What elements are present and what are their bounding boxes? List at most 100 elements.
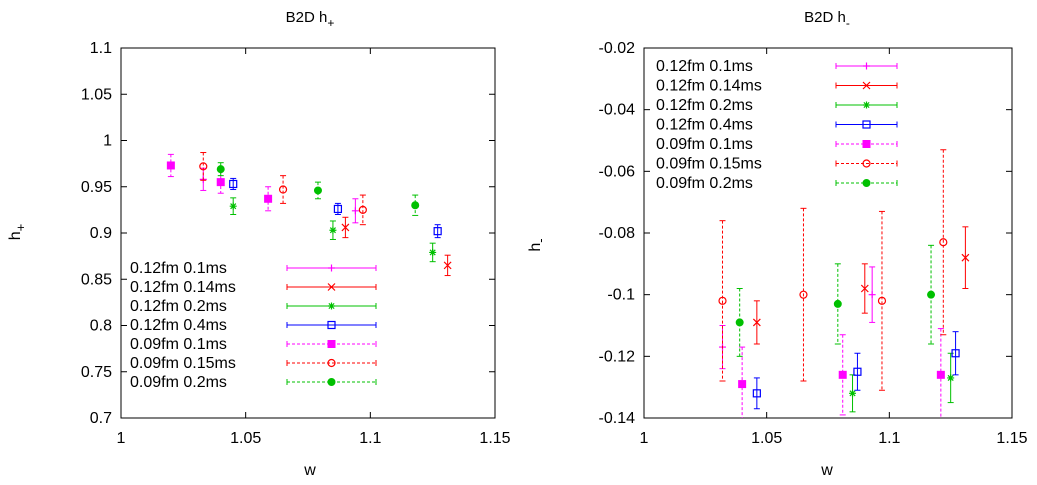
y-axis-label-main: h: [7, 231, 24, 240]
chart-h-minus: B2D h-wh-1 1.05 1.1 1.15-0.14-0.12-0.1-0.08…: [527, 9, 1028, 479]
data-point: [961, 253, 970, 262]
data-point: [411, 201, 420, 210]
legend-marker: [863, 101, 870, 109]
legend-marker: [327, 340, 336, 348]
chart-title-sub: +: [327, 16, 334, 30]
legend-marker: [862, 140, 871, 148]
series-1: [341, 216, 452, 277]
x-axis-label: w: [303, 462, 316, 479]
legend-label: 0.12fm 0.2ms: [656, 97, 753, 114]
data-point: [333, 204, 343, 214]
y-tick-label: 0.8: [90, 318, 112, 335]
legend-label: 0.09fm 0.2ms: [130, 374, 227, 391]
legend-marker: [327, 378, 336, 386]
legend-marker: [328, 264, 335, 272]
data-point: [199, 162, 208, 171]
data-point: [429, 248, 437, 256]
data-point: [936, 370, 945, 379]
legend-label: 0.12fm 0.2ms: [130, 298, 227, 315]
legend: 0.12fm 0.1ms 0.12fm 0.14ms 0.12fm 0.2ms 0.1…: [656, 58, 898, 192]
legend-marker: [862, 159, 871, 168]
y-axis-label: h-: [527, 238, 548, 251]
x-tick-label: 1.05: [230, 430, 261, 447]
chart-title-main: B2D h: [804, 9, 846, 26]
chart-title-main: B2D h: [286, 9, 328, 26]
y-tick-label: 0.75: [81, 364, 112, 381]
x-tick-label: 1.15: [479, 430, 510, 447]
y-tick-label: 1.1: [90, 40, 112, 57]
data-point: [951, 349, 960, 358]
y-tick-label: 1.05: [81, 86, 112, 103]
y-tick-label: 0.85: [81, 271, 112, 288]
series-1: [752, 226, 970, 345]
y-tick-label: 0.9: [90, 225, 112, 242]
y-tick-label: -0.06: [599, 163, 636, 180]
legend-label: 0.12fm 0.14ms: [656, 78, 762, 95]
data-point: [329, 226, 337, 234]
y-tick-label: 0.95: [81, 179, 112, 196]
series-5: [199, 152, 367, 226]
y-axis-label-main: h: [527, 243, 544, 252]
legend-label: 0.09fm 0.15ms: [656, 156, 762, 173]
data-point: [752, 318, 761, 327]
data-point: [860, 284, 869, 293]
legend-label: 0.09fm 0.15ms: [130, 355, 236, 372]
data-point: [752, 389, 761, 398]
data-point: [433, 227, 442, 236]
data-point: [868, 291, 876, 299]
data-point: [166, 161, 175, 170]
y-axis-label-sub: +: [13, 224, 28, 232]
data-point: [278, 185, 288, 194]
legend-marker: [328, 302, 335, 310]
y-axis-label-sub: -: [533, 238, 548, 242]
data-point: [947, 374, 955, 382]
y-tick-label: 1: [103, 133, 112, 150]
data-point: [735, 318, 744, 327]
series-4: [738, 328, 945, 418]
legend-label: 0.12fm 0.14ms: [130, 279, 236, 296]
series-2: [849, 352, 955, 413]
series-5: [718, 149, 948, 391]
data-point: [927, 290, 936, 299]
legend-marker: [863, 62, 870, 70]
data-point: [229, 202, 237, 210]
x-tick-label: 1.15: [996, 430, 1027, 447]
data-point: [358, 205, 367, 214]
legend-marker: [327, 283, 336, 291]
legend-label: 0.09fm 0.1ms: [656, 136, 753, 153]
legend-label: 0.09fm 0.2ms: [656, 175, 753, 192]
chart-title: B2D h+: [286, 9, 335, 30]
x-tick-label: 1.1: [359, 430, 381, 447]
y-tick-label: -0.14: [599, 410, 636, 427]
data-point: [229, 179, 238, 189]
data-point: [838, 370, 847, 379]
data-point: [939, 238, 948, 247]
data-point: [313, 186, 322, 195]
y-tick-label: 0.7: [90, 410, 112, 427]
series-2: [229, 197, 437, 263]
legend-label: 0.12fm 0.1ms: [656, 58, 753, 75]
data-point: [718, 296, 727, 305]
chart-h-plus: B2D h+wh+1 1.05 1.1 1.150.70.750.80.850.90.…: [7, 9, 511, 479]
x-tick-label: 1: [640, 430, 649, 447]
legend: 0.12fm 0.1ms 0.12fm 0.14ms 0.12fm 0.2ms 0.1…: [130, 260, 377, 391]
data-point: [216, 165, 225, 174]
series-6: [735, 244, 936, 357]
x-tick-label: 1: [117, 430, 126, 447]
series-3: [752, 331, 960, 410]
y-tick-label: -0.08: [599, 225, 636, 242]
legend-marker: [862, 120, 871, 129]
x-tick-label: 1.1: [878, 430, 900, 447]
y-tick-label: -0.02: [599, 40, 636, 57]
y-tick-label: -0.12: [599, 348, 636, 365]
legend-label: 0.12fm 0.4ms: [130, 317, 227, 334]
x-tick-label: 1.05: [751, 430, 782, 447]
legend-label: 0.09fm 0.1ms: [130, 336, 227, 353]
legend-marker: [862, 179, 871, 187]
y-tick-label: -0.1: [607, 287, 635, 304]
data-point: [351, 207, 359, 215]
data-point: [443, 261, 452, 270]
data-point: [877, 296, 887, 305]
data-point: [264, 194, 273, 203]
